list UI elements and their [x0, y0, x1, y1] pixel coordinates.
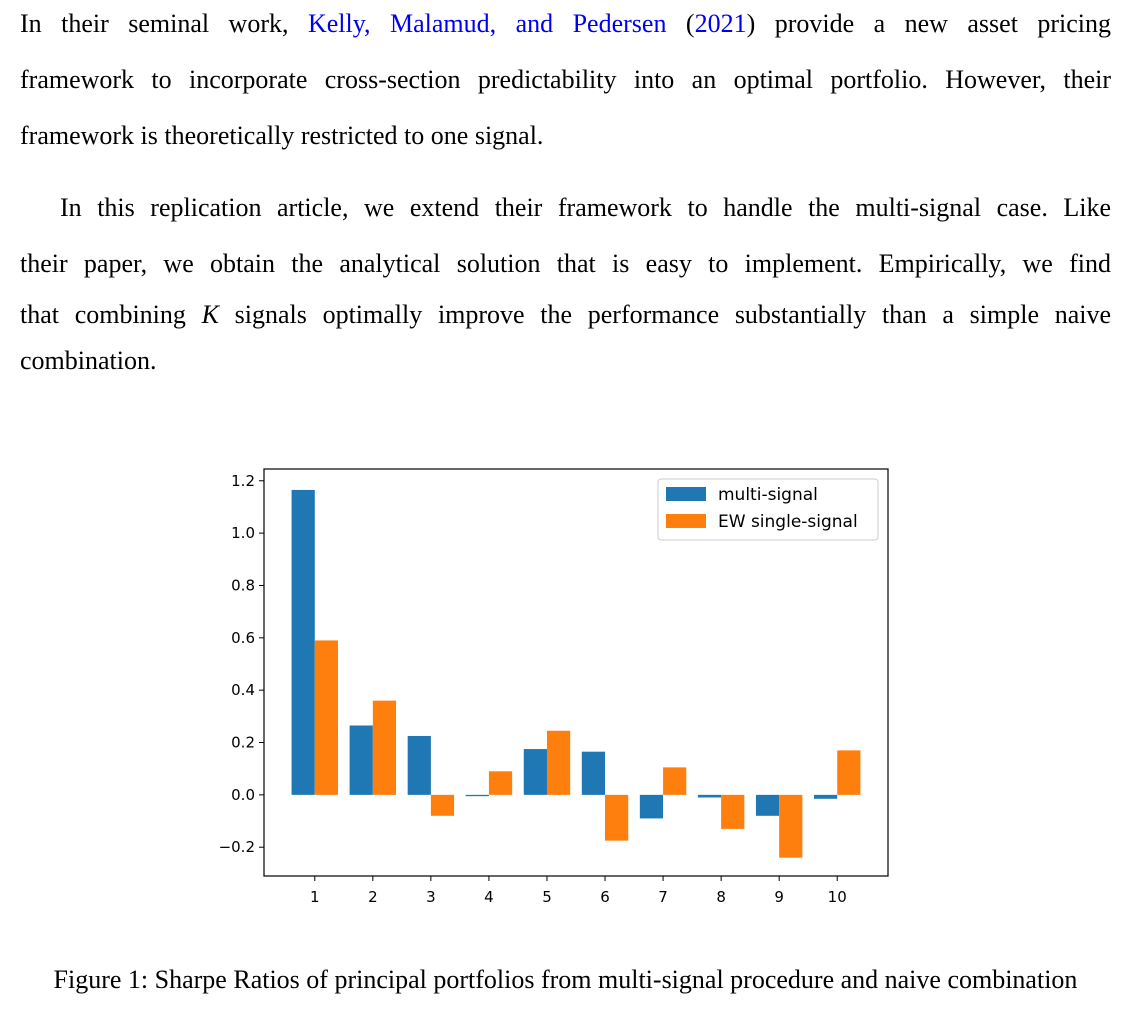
- x-tick-label: 7: [658, 888, 668, 906]
- bar-multi-signal-4: [465, 794, 489, 797]
- x-tick-label: 2: [368, 888, 378, 906]
- intro-paragraph: In their seminal work, Kelly, Malamud, a…: [20, 0, 1111, 164]
- contribution-line-1: In this replication article, we extend t…: [60, 193, 1111, 222]
- bar-ew-single-signal-3: [430, 794, 455, 816]
- bar-multi-signal-5: [523, 749, 547, 795]
- contribution-line-3: that combining K signals optimally impro…: [20, 292, 1111, 338]
- y-tick-label: 1.2: [231, 472, 255, 490]
- figure-caption: Figure 1: Sharpe Ratios of principal por…: [53, 965, 1078, 994]
- x-tick-label: 10: [828, 888, 847, 906]
- legend-label-multi-signal: multi-signal: [718, 485, 818, 505]
- intro-line-3: framework is theoretically restricted to…: [20, 121, 544, 150]
- x-tick-label: 8: [716, 888, 726, 906]
- bar-multi-signal-2: [349, 725, 373, 795]
- bar-ew-single-signal-8: [721, 794, 745, 829]
- plot-frame: [263, 468, 889, 877]
- bar-ew-single-signal-2: [372, 700, 397, 795]
- sharpe-ratio-bar-chart: −0.2 0.0 0.2 0.4 0.6 0.8 1.0 1.2 1 2 3 4 5 6 7 8 9 10 mult…: [200, 460, 900, 910]
- y-tick-label: 0.4: [231, 681, 255, 699]
- y-tick-label: 1.0: [231, 524, 255, 542]
- variable-k: K: [201, 300, 219, 329]
- citation-open-paren: (: [685, 9, 695, 38]
- intro-line-1: In their seminal work, Kelly, Malamud, a…: [20, 0, 1111, 52]
- x-tick-label: 3: [426, 888, 436, 906]
- contribution-line-2: their paper, we obtain the analytical so…: [20, 249, 1111, 278]
- x-tick-label: 9: [774, 888, 784, 906]
- x-tick-label: 6: [600, 888, 610, 906]
- y-tick-label: 0.2: [231, 734, 255, 752]
- x-tick-label: 5: [542, 888, 552, 906]
- bar-multi-signal-10: [813, 794, 838, 799]
- chart-canvas: −0.2 0.0 0.2 0.4 0.6 0.8 1.0 1.2 1 2 3 4 5 6 7 8 9 10 mult…: [219, 468, 889, 906]
- contribution-line-4: combination.: [20, 346, 157, 375]
- bar-ew-single-signal-9: [779, 794, 803, 858]
- bar-ew-single-signal-4: [488, 771, 513, 795]
- y-tick-label: 0.8: [231, 576, 255, 594]
- legend-swatch-ew-single-signal: [666, 514, 706, 528]
- y-tick-label: −0.2: [219, 838, 255, 856]
- bar-ew-single-signal-6: [605, 794, 629, 841]
- contribution-line-3-suffix: signals optimally improve the performanc…: [234, 300, 1111, 329]
- bar-multi-signal-1: [291, 489, 315, 795]
- bar-multi-signal-6: [581, 751, 606, 795]
- bar-ew-single-signal-7: [663, 767, 687, 795]
- bar-multi-signal-7: [639, 794, 664, 819]
- x-tick-label: 4: [484, 888, 494, 906]
- legend-box: [657, 478, 879, 541]
- bar-ew-single-signal-1: [314, 640, 339, 795]
- contribution-line-3-prefix: that combining: [20, 300, 186, 329]
- citation-authors-link[interactable]: Kelly, Malamud, and Pedersen: [307, 9, 667, 38]
- bar-ew-single-signal-10: [837, 750, 861, 795]
- intro-line-1-suffix: provide a new asset pricing: [774, 9, 1112, 38]
- bar-multi-signal-3: [407, 735, 431, 795]
- intro-line-2: framework to incorporate cross-section p…: [20, 65, 1111, 94]
- y-tick-label: 0.6: [231, 629, 255, 647]
- x-tick-label: 1: [310, 888, 320, 906]
- citation-year-link[interactable]: 2021: [694, 9, 747, 38]
- y-tick-label: 0.0: [231, 786, 255, 804]
- citation-close-paren: ): [746, 9, 756, 38]
- bar-ew-single-signal-5: [546, 730, 571, 795]
- bar-multi-signal-8: [697, 794, 722, 798]
- legend-label-ew-single-signal: EW single-signal: [718, 512, 858, 532]
- contribution-paragraph: In this replication article, we extend t…: [20, 180, 1111, 384]
- intro-line-1-prefix: In their seminal work,: [20, 9, 289, 38]
- bar-multi-signal-9: [755, 794, 780, 816]
- legend-swatch-multi-signal: [666, 487, 706, 501]
